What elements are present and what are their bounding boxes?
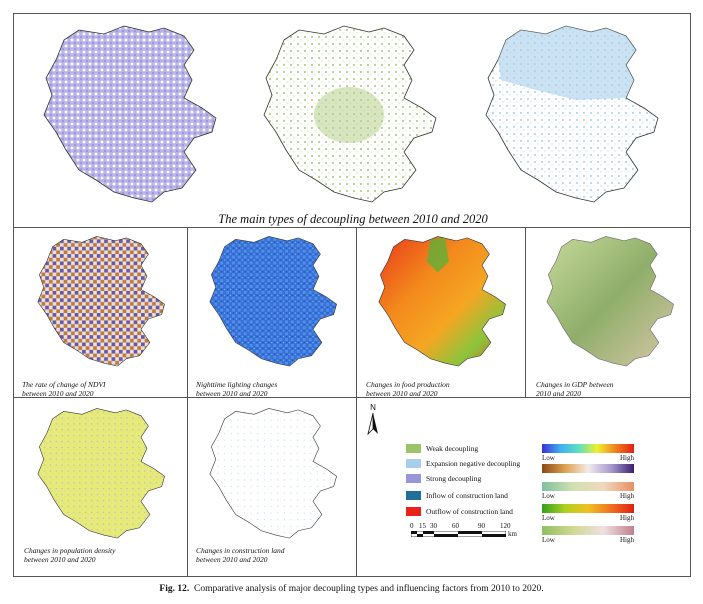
figure-caption: Fig. 12. Comparative analysis of major d…	[0, 584, 703, 594]
legend-label-expansion: Expansion negative decoupling	[426, 459, 521, 468]
caption-ndvi-line2: between 2010 and 2020	[22, 389, 94, 398]
legend-label-weak: Weak decoupling	[426, 444, 479, 453]
ramp-gdp	[542, 482, 634, 491]
caption-night-line2: between 2010 and 2020	[196, 389, 268, 398]
scale-bar-graphic	[411, 531, 506, 537]
scale-tick-60: 60	[452, 522, 459, 530]
map-strong-decoupling	[43, 25, 217, 203]
legend-label-strong: Strong decoupling	[426, 474, 482, 483]
swatch-inflow	[406, 491, 421, 500]
ramp-food	[542, 504, 634, 513]
caption-night-line1: Nighttime lighting changes	[196, 380, 278, 389]
caption-cons-line1: Changes in construction land	[196, 546, 285, 555]
ramp-pop-high: High	[620, 536, 634, 544]
caption-gdp-line2: 2010 and 2020	[536, 389, 581, 398]
scale-tick-15: 15	[419, 522, 426, 530]
caption-food-line1: Changes in food production	[366, 380, 450, 389]
map-gdp	[546, 236, 674, 367]
divider-top	[14, 227, 690, 228]
map-expansion-negative-decoupling	[485, 25, 659, 203]
map-ndvi	[37, 236, 165, 367]
divider-v1	[187, 227, 188, 576]
ramp-ndvi	[542, 464, 634, 473]
caption-food: Changes in food production between 2010 …	[366, 380, 450, 398]
north-label: N	[370, 403, 376, 412]
caption-cons-line2: between 2010 and 2020	[196, 555, 268, 564]
map-population-density	[37, 408, 165, 539]
ramp-nightlight	[542, 444, 634, 453]
ramp-nightlight-high: High	[620, 454, 634, 462]
swatch-outflow	[406, 507, 421, 516]
caption-ndvi: The rate of change of NDVI between 2010 …	[22, 380, 106, 398]
caption-gdp: Changes in GDP between 2010 and 2020	[536, 380, 614, 398]
caption-nighttime: Nighttime lighting changes between 2010 …	[196, 380, 277, 398]
ramp-food-high: High	[620, 514, 634, 522]
divider-v2	[356, 227, 357, 576]
scale-tick-90: 90	[478, 522, 485, 530]
caption-gdp-line1: Changes in GDP between	[536, 380, 614, 389]
ramp-nightlight-low: Low	[542, 454, 555, 462]
figure-caption-text: Comparative analysis of major decoupling…	[194, 584, 544, 594]
caption-pop-line2: between 2010 and 2020	[24, 555, 96, 564]
scale-tick-30: 30	[430, 522, 437, 530]
map-nighttime-lighting	[209, 236, 337, 367]
scale-unit: km	[508, 530, 517, 538]
scale-tick-120: 120	[500, 522, 511, 530]
ramp-gdp-high: High	[620, 492, 634, 500]
legend-label-inflow: Inflow of construction land	[426, 491, 508, 500]
figure-frame: The main types of decoupling between 201…	[13, 13, 691, 577]
caption-construction: Changes in construction land between 201…	[196, 546, 285, 564]
legend-label-outflow: Outflow of construction land	[426, 507, 513, 516]
ramp-population	[542, 526, 634, 535]
caption-population: Changes in population density between 20…	[24, 546, 115, 564]
caption-ndvi-line1: The rate of change of NDVI	[22, 380, 106, 389]
map-construction-land	[209, 408, 337, 539]
ramp-pop-low: Low	[542, 536, 555, 544]
map-weak-decoupling	[263, 25, 437, 203]
divider-v3	[525, 227, 526, 397]
caption-pop-line1: Changes in population density	[24, 546, 116, 555]
swatch-strong	[406, 474, 421, 483]
ramp-food-low: Low	[542, 514, 555, 522]
divider-middle	[14, 397, 690, 398]
ramp-gdp-low: Low	[542, 492, 555, 500]
map-food-production	[378, 236, 506, 367]
caption-food-line2: between 2010 and 2020	[366, 389, 438, 398]
swatch-expansion	[406, 459, 421, 468]
swatch-weak	[406, 444, 421, 453]
main-title: The main types of decoupling between 201…	[218, 212, 488, 226]
north-arrow-icon: N	[367, 403, 378, 436]
figure-label: Fig. 12.	[159, 584, 190, 594]
scale-tick-0: 0	[410, 522, 414, 530]
